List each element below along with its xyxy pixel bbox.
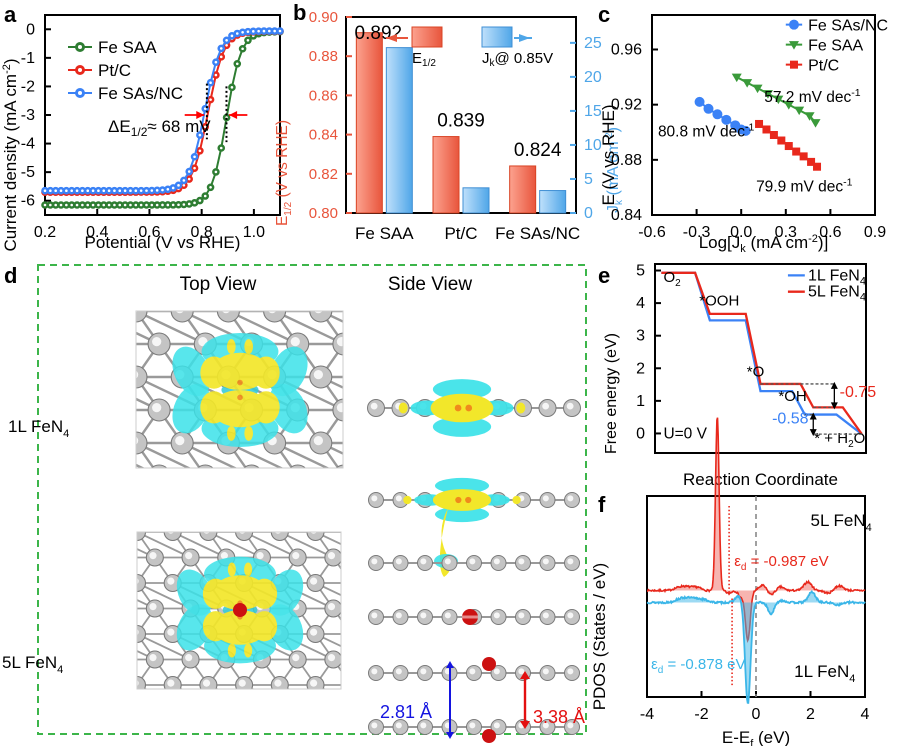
- svg-text:5: 5: [636, 263, 645, 280]
- svg-text:57.2 mV dec-1: 57.2 mV dec-1: [764, 87, 861, 106]
- svg-text:0.824: 0.824: [514, 140, 562, 161]
- svg-text:Free energy (eV): Free energy (eV): [603, 333, 620, 454]
- svg-text:PDOS (States / eV): PDOS (States / eV): [590, 563, 609, 710]
- svg-text:0.839: 0.839: [437, 111, 485, 132]
- svg-text:Jk@ 0.85V: Jk@ 0.85V: [482, 50, 553, 69]
- svg-text:Fe SAA: Fe SAA: [98, 38, 157, 57]
- svg-text:* + H2O: * + H2O: [814, 430, 865, 450]
- svg-text:1.0: 1.0: [243, 224, 265, 241]
- svg-text:εd = -0.987 eV: εd = -0.987 eV: [734, 553, 828, 573]
- svg-text:-1: -1: [21, 50, 35, 67]
- svg-text:0.82: 0.82: [309, 166, 338, 183]
- svg-text:0.88: 0.88: [309, 48, 338, 65]
- svg-text:Potential (V vs RHE): Potential (V vs RHE): [85, 233, 241, 252]
- svg-text:Current density (mA cm-2): Current density (mA cm-2): [1, 58, 20, 251]
- svg-text:80.8 mV dec-1: 80.8 mV dec-1: [658, 121, 755, 140]
- svg-text:4: 4: [861, 706, 870, 723]
- svg-text:E-Ef (eV): E-Ef (eV): [722, 728, 790, 746]
- svg-text:-2: -2: [694, 706, 708, 723]
- svg-text:-2: -2: [21, 78, 35, 95]
- svg-text:3.38 Å: 3.38 Å: [533, 707, 585, 727]
- svg-text:Fe SAs/NC: Fe SAs/NC: [808, 18, 888, 35]
- svg-text:Side View: Side View: [388, 274, 472, 295]
- svg-text:5: 5: [584, 171, 593, 188]
- svg-text:Log[Jk (mA cm-2)]: Log[Jk (mA cm-2)]: [699, 233, 829, 255]
- svg-text:-0.75: -0.75: [840, 384, 877, 401]
- svg-text:2.81 Å: 2.81 Å: [380, 702, 432, 722]
- svg-text:Fe SAA: Fe SAA: [355, 224, 414, 243]
- svg-text:4: 4: [636, 295, 645, 312]
- svg-text:0.84: 0.84: [611, 207, 642, 224]
- svg-text:0: 0: [752, 706, 761, 723]
- svg-text:-4: -4: [21, 136, 35, 153]
- svg-text:1: 1: [636, 393, 645, 410]
- svg-text:-6: -6: [21, 193, 35, 210]
- svg-text:5L FeN4: 5L FeN4: [811, 511, 872, 534]
- svg-text:79.9 mV dec-1: 79.9 mV dec-1: [756, 177, 853, 196]
- svg-text:ΔE1/2≈ 68 mV: ΔE1/2≈ 68 mV: [108, 117, 211, 139]
- svg-text:0: 0: [26, 21, 35, 38]
- svg-text:-0.6: -0.6: [638, 224, 666, 241]
- svg-text:*OOH: *OOH: [699, 293, 739, 310]
- svg-text:1L FeN4: 1L FeN4: [794, 662, 855, 685]
- svg-text:E (V vs RHE): E (V vs RHE): [599, 104, 618, 205]
- svg-text:0.86: 0.86: [309, 87, 338, 104]
- svg-text:-4: -4: [640, 706, 654, 723]
- svg-text:Pt/C: Pt/C: [98, 61, 131, 80]
- svg-text:0.90: 0.90: [309, 9, 338, 26]
- svg-text:2: 2: [806, 706, 815, 723]
- svg-text:Reaction Coordinate: Reaction Coordinate: [683, 470, 838, 489]
- svg-text:5L FeN4: 5L FeN4: [808, 284, 866, 304]
- svg-text:-3: -3: [21, 107, 35, 124]
- svg-text:-5: -5: [21, 164, 35, 181]
- svg-text:0.9: 0.9: [864, 224, 886, 241]
- svg-text:0.84: 0.84: [309, 127, 338, 144]
- svg-text:Fe SAs/NC: Fe SAs/NC: [495, 224, 580, 243]
- svg-text:*O: *O: [747, 363, 765, 380]
- svg-text:Top View: Top View: [180, 274, 257, 295]
- svg-text:0: 0: [584, 205, 593, 222]
- svg-text:E1/2: E1/2: [412, 50, 436, 69]
- svg-text:U=0 V: U=0 V: [663, 425, 707, 442]
- svg-text:*OH: *OH: [778, 388, 806, 405]
- svg-text:Fe SAA: Fe SAA: [808, 38, 863, 55]
- svg-text:0.96: 0.96: [611, 41, 642, 58]
- svg-text:2: 2: [636, 360, 645, 377]
- svg-text:Pt/C: Pt/C: [808, 58, 839, 75]
- svg-text:0: 0: [636, 425, 645, 442]
- svg-text:5L FeN4: 5L FeN4: [2, 653, 63, 676]
- svg-text:Fe SAs/NC: Fe SAs/NC: [98, 84, 183, 103]
- svg-text:Pt/C: Pt/C: [444, 224, 477, 243]
- svg-text:0.2: 0.2: [34, 224, 56, 241]
- svg-text:-0.58: -0.58: [772, 411, 809, 428]
- svg-text:3: 3: [636, 328, 645, 345]
- svg-text:0.80: 0.80: [309, 205, 338, 222]
